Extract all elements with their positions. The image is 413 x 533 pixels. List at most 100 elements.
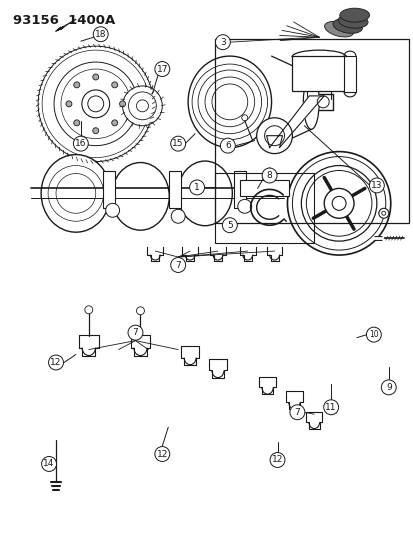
Circle shape: [112, 120, 117, 126]
Circle shape: [331, 196, 345, 211]
Circle shape: [171, 209, 185, 223]
Text: 7: 7: [132, 328, 138, 337]
Ellipse shape: [337, 14, 367, 28]
Text: 93156  1400A: 93156 1400A: [13, 14, 115, 27]
Polygon shape: [285, 397, 302, 409]
Ellipse shape: [332, 19, 361, 34]
Circle shape: [82, 90, 109, 118]
Circle shape: [128, 92, 156, 120]
Text: 7: 7: [294, 408, 299, 417]
Bar: [214, 39, 408, 223]
Circle shape: [74, 120, 80, 126]
Text: 13: 13: [370, 181, 382, 190]
Circle shape: [154, 62, 169, 77]
Text: 1: 1: [194, 183, 199, 192]
Polygon shape: [130, 341, 150, 356]
Polygon shape: [209, 365, 226, 377]
Circle shape: [93, 128, 98, 134]
Ellipse shape: [339, 8, 369, 22]
Polygon shape: [266, 247, 282, 261]
Circle shape: [136, 100, 148, 112]
Circle shape: [220, 138, 235, 153]
Circle shape: [48, 355, 63, 370]
Circle shape: [74, 82, 80, 88]
Text: 17: 17: [156, 64, 168, 74]
Bar: [169, 171, 181, 208]
Polygon shape: [306, 417, 321, 429]
Polygon shape: [209, 247, 225, 261]
Circle shape: [189, 180, 204, 195]
Circle shape: [323, 400, 338, 415]
Circle shape: [73, 136, 88, 151]
Bar: [343, 56, 355, 92]
Ellipse shape: [324, 21, 353, 37]
Ellipse shape: [177, 161, 232, 225]
Circle shape: [269, 453, 284, 467]
Circle shape: [54, 62, 137, 146]
Circle shape: [287, 151, 390, 255]
Text: 11: 11: [325, 403, 336, 412]
Circle shape: [264, 126, 284, 146]
Text: 15: 15: [172, 139, 183, 148]
Circle shape: [380, 380, 395, 395]
Polygon shape: [147, 247, 163, 261]
Circle shape: [128, 325, 142, 340]
Text: 18: 18: [95, 30, 106, 39]
Polygon shape: [181, 352, 199, 365]
Circle shape: [378, 208, 388, 218]
Ellipse shape: [303, 75, 318, 130]
Text: 12: 12: [271, 456, 282, 464]
Polygon shape: [266, 96, 323, 148]
Circle shape: [85, 306, 93, 314]
Polygon shape: [259, 382, 275, 394]
Circle shape: [381, 211, 385, 215]
Text: 14: 14: [43, 459, 55, 469]
Text: 3: 3: [219, 38, 225, 47]
Ellipse shape: [41, 155, 110, 232]
Text: 16: 16: [75, 139, 86, 148]
Circle shape: [301, 166, 376, 241]
Circle shape: [170, 257, 185, 272]
Circle shape: [323, 188, 353, 218]
Circle shape: [112, 82, 117, 88]
Circle shape: [61, 69, 130, 139]
Bar: [233, 171, 245, 208]
Circle shape: [215, 35, 230, 50]
Text: 9: 9: [385, 383, 391, 392]
Circle shape: [105, 203, 119, 217]
Polygon shape: [78, 341, 98, 356]
Polygon shape: [182, 247, 197, 261]
Circle shape: [316, 96, 328, 108]
Circle shape: [38, 46, 153, 161]
Circle shape: [42, 456, 57, 471]
Ellipse shape: [112, 163, 169, 230]
Circle shape: [292, 157, 385, 250]
Circle shape: [93, 74, 98, 80]
Bar: [239, 181, 289, 196]
Polygon shape: [239, 247, 255, 261]
Text: 5: 5: [226, 221, 232, 230]
Circle shape: [241, 115, 247, 121]
Text: 12: 12: [156, 449, 168, 458]
Circle shape: [289, 405, 304, 419]
Text: 6: 6: [224, 141, 230, 150]
Circle shape: [154, 447, 169, 462]
Circle shape: [66, 101, 72, 107]
Circle shape: [88, 96, 103, 112]
Circle shape: [237, 199, 251, 213]
Text: 10: 10: [368, 330, 378, 339]
Circle shape: [42, 50, 149, 158]
Circle shape: [368, 178, 383, 193]
Circle shape: [119, 101, 125, 107]
Bar: [214, 173, 313, 243]
Circle shape: [306, 171, 371, 236]
Circle shape: [256, 118, 292, 154]
Ellipse shape: [188, 56, 271, 148]
Circle shape: [122, 86, 162, 126]
Circle shape: [136, 307, 144, 315]
Circle shape: [170, 136, 185, 151]
Bar: [292, 56, 346, 91]
Text: 8: 8: [266, 171, 272, 180]
Circle shape: [93, 27, 108, 42]
Circle shape: [261, 168, 276, 183]
